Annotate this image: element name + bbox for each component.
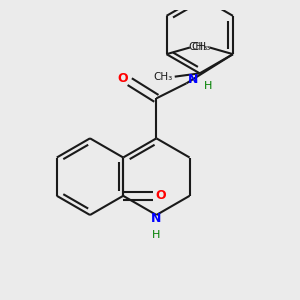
Text: O: O xyxy=(156,189,166,202)
Text: CH₃: CH₃ xyxy=(191,43,211,52)
Text: N: N xyxy=(151,212,162,225)
Text: H: H xyxy=(152,230,160,240)
Text: N: N xyxy=(188,74,198,86)
Text: CH₃: CH₃ xyxy=(154,72,173,82)
Text: H: H xyxy=(204,81,212,91)
Text: O: O xyxy=(117,73,128,85)
Text: CH₃: CH₃ xyxy=(189,43,208,52)
